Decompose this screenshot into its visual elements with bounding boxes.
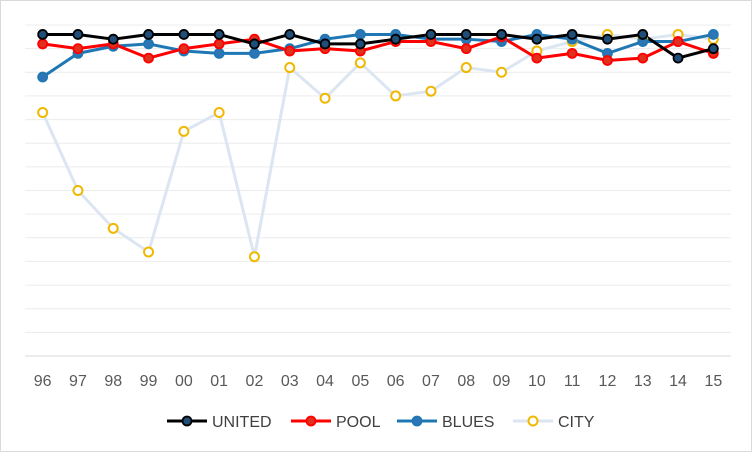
- x-tick-label: 97: [69, 373, 87, 390]
- legend-label-pool: POOL: [336, 414, 381, 431]
- x-tick-label: 13: [634, 373, 652, 390]
- x-tick-label: 05: [351, 373, 369, 390]
- point-united: [37, 29, 49, 40]
- series-line-pool: [42, 35, 714, 62]
- point-united: [72, 29, 84, 40]
- point-united: [672, 52, 684, 64]
- legend-label-blues: BLUES: [442, 414, 494, 431]
- legend-label-city: CITY: [558, 414, 595, 431]
- point-city: [72, 185, 84, 196]
- x-tick-label: 01: [210, 373, 228, 390]
- point-united: [249, 38, 260, 50]
- gridlines: [25, 24, 731, 357]
- x-tick-label: 12: [599, 373, 617, 390]
- point-pool: [143, 52, 154, 64]
- x-tick-label: 10: [528, 373, 546, 390]
- point-blues: [143, 38, 154, 50]
- x-axis-tick-labels: 96 97 98 99 00 01 02 03 04 05 06 07 08 09 10 11 12 13 14 15: [34, 373, 723, 390]
- x-tick-label: 11: [564, 373, 581, 390]
- point-united: [284, 29, 296, 40]
- point-blues: [213, 47, 225, 59]
- legend-label-united: UNITED: [212, 414, 272, 431]
- point-blues: [249, 47, 260, 59]
- point-city: [354, 57, 366, 69]
- point-united: [354, 38, 366, 50]
- point-city: [496, 66, 508, 78]
- point-pool: [213, 38, 225, 50]
- x-tick-label: 09: [493, 373, 511, 390]
- point-pool: [72, 43, 84, 55]
- x-tick-label: 98: [104, 373, 122, 390]
- point-pool: [284, 45, 296, 57]
- point-united: [637, 29, 649, 40]
- point-blues: [37, 71, 49, 83]
- point-blues: [354, 29, 366, 40]
- point-city: [425, 85, 437, 97]
- x-tick-label: 03: [281, 373, 299, 390]
- point-city: [284, 62, 296, 74]
- x-tick-label: 06: [387, 373, 405, 390]
- point-city: [319, 92, 331, 104]
- point-united: [425, 29, 437, 40]
- point-pool: [672, 36, 684, 47]
- point-pool: [602, 55, 613, 66]
- legend-swatch-marker-blues: [411, 415, 423, 427]
- legend-swatch-marker-pool: [305, 415, 317, 427]
- x-tick-label: 15: [704, 373, 722, 390]
- x-tick-label: 02: [246, 373, 264, 390]
- point-united: [496, 29, 507, 40]
- point-united: [531, 33, 543, 45]
- point-united: [107, 33, 119, 45]
- point-united: [707, 43, 719, 55]
- point-city: [213, 106, 225, 118]
- point-blues: [707, 29, 719, 40]
- point-pool: [37, 38, 49, 50]
- point-united: [213, 29, 225, 40]
- point-pool: [531, 52, 543, 64]
- point-city: [143, 246, 155, 258]
- legend: UNITED POOL BLUES CITY: [167, 414, 595, 431]
- point-pool: [637, 52, 649, 64]
- legend-swatch-marker-united: [181, 415, 193, 427]
- point-city: [37, 106, 49, 118]
- point-united: [460, 29, 472, 40]
- series-lines: [41, 32, 714, 259]
- series-line-city: [41, 32, 714, 259]
- point-city: [248, 251, 260, 263]
- point-united: [602, 33, 613, 45]
- point-city: [107, 222, 119, 234]
- x-tick-label: 14: [669, 373, 687, 390]
- series-markers: [37, 28, 719, 263]
- x-tick-label: 99: [140, 373, 158, 390]
- point-united: [143, 29, 154, 40]
- point-united: [390, 33, 402, 45]
- point-pool: [460, 43, 472, 55]
- point-city: [390, 90, 402, 102]
- legend-swatch-marker-city: [527, 415, 539, 427]
- x-tick-label: 04: [316, 373, 334, 390]
- x-tick-label: 07: [422, 373, 440, 390]
- series-line-united: [42, 32, 714, 60]
- point-united: [319, 38, 331, 50]
- point-city: [178, 125, 190, 137]
- series-line-blues: [41, 32, 714, 79]
- point-united: [566, 29, 578, 40]
- x-tick-label: 00: [175, 373, 193, 390]
- point-united: [178, 29, 190, 40]
- x-tick-label: 08: [457, 373, 475, 390]
- point-pool: [178, 43, 190, 55]
- point-pool: [566, 47, 578, 59]
- point-city: [460, 62, 472, 74]
- x-tick-label: 96: [34, 373, 52, 390]
